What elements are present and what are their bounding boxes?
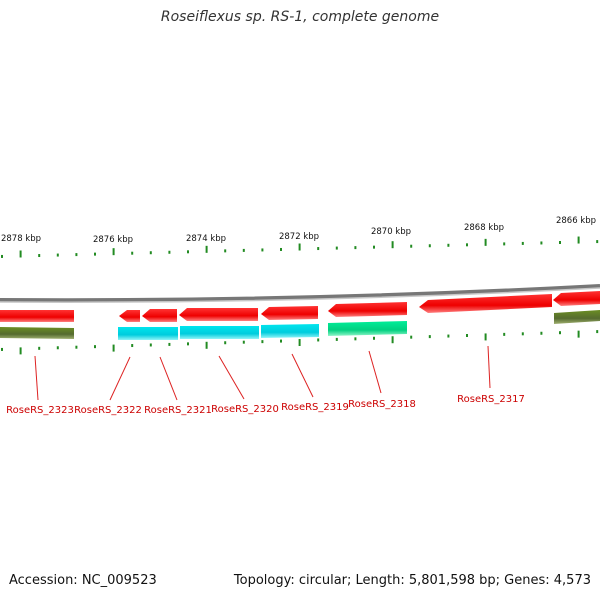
rna-feature[interactable] — [118, 327, 178, 340]
scale-tick-label: 2868 kbp — [464, 223, 504, 233]
leader-line — [159, 356, 178, 401]
scale-tick-label: 2878 kbp — [1, 234, 41, 244]
leader-line — [109, 356, 131, 401]
gene-features — [0, 291, 600, 340]
scale-tick-labels: 2878 kbp 2876 kbp 2874 kbp 2872 kbp 2870 kbp… — [1, 216, 596, 245]
map-title: Roseiflexus sp. RS-1, complete genome — [160, 9, 440, 25]
scale-tick-label: 2872 kbp — [279, 232, 319, 242]
genome-backbone — [0, 284, 600, 303]
cds-feature[interactable] — [119, 310, 140, 322]
locus-label[interactable]: RoseRS_2317 — [457, 394, 525, 405]
lower-scale-ticks — [1, 330, 599, 355]
scale-tick-label: 2876 kbp — [93, 235, 133, 245]
rna-feature[interactable] — [261, 324, 319, 338]
leader-line — [291, 353, 314, 398]
leader-line — [368, 350, 382, 394]
cds-feature[interactable] — [553, 291, 600, 306]
locus-label[interactable]: RoseRS_2318 — [348, 399, 416, 410]
rna-feature[interactable] — [180, 326, 259, 339]
gene-feature[interactable] — [0, 327, 74, 339]
locus-label[interactable]: RoseRS_2321 — [144, 405, 212, 416]
locus-labels: RoseRS_2323 RoseRS_2322 RoseRS_2321 RoseRS_… — [6, 394, 525, 416]
locus-label[interactable]: RoseRS_2320 — [211, 404, 279, 415]
leader-line — [34, 355, 39, 401]
cds-feature[interactable] — [419, 294, 552, 313]
leader-line — [218, 355, 245, 400]
genome-backbone-highlight — [0, 287, 600, 303]
accession-text: Accession: NC_009523 — [9, 573, 157, 588]
cds-feature[interactable] — [179, 308, 258, 321]
scale-tick-label: 2870 kbp — [371, 227, 411, 237]
cds-feature[interactable] — [261, 306, 318, 320]
scale-tick-label: 2874 kbp — [186, 234, 226, 244]
label-leader-lines — [34, 345, 491, 401]
rna-feature[interactable] — [328, 321, 407, 336]
genome-summary-text: Topology: circular; Length: 5,801,598 bp… — [233, 573, 591, 588]
scale-tick-label: 2866 kbp — [556, 216, 596, 226]
cds-feature[interactable] — [0, 310, 74, 322]
locus-label[interactable]: RoseRS_2319 — [281, 402, 349, 413]
locus-label[interactable]: RoseRS_2322 — [74, 405, 142, 416]
cds-feature[interactable] — [328, 302, 407, 317]
gene-feature[interactable] — [554, 310, 600, 324]
locus-label[interactable]: RoseRS_2323 — [6, 405, 74, 416]
upper-scale-ticks — [1, 236, 599, 258]
cds-feature[interactable] — [142, 309, 177, 322]
leader-line — [487, 345, 491, 389]
